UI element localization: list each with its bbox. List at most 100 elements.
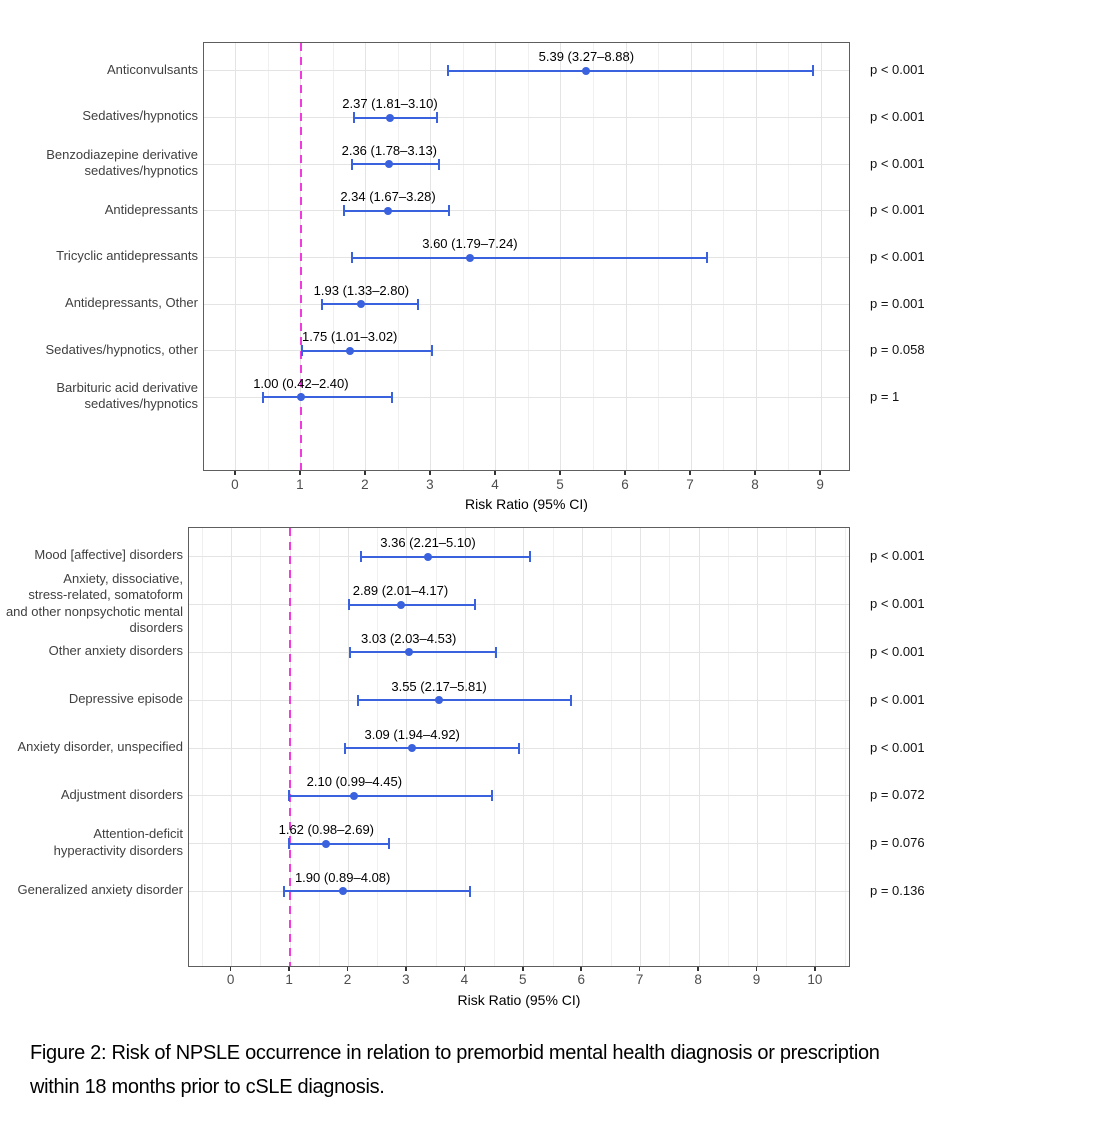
ci-cap-right xyxy=(416,298,419,310)
x-tick-mark xyxy=(288,967,290,971)
ci-bar xyxy=(301,349,433,352)
x-axis-title: Risk Ratio (95% CI) xyxy=(457,992,581,1008)
x-tick-mark xyxy=(429,471,431,475)
estimate-ci-label: 1.90 (0.89–4.08) xyxy=(294,869,391,885)
category-label: Tricyclic antidepressants xyxy=(56,248,198,264)
vertical-gridline-major xyxy=(523,528,525,966)
estimate-ci-label: 3.36 (2.21–5.10) xyxy=(380,535,476,551)
ci-cap-left xyxy=(349,646,352,658)
horizontal-gridline xyxy=(189,604,849,606)
caption-line-1: Figure 2: Risk of NPSLE occurrence in re… xyxy=(30,1042,880,1064)
category-label: Mood [affective] disorders xyxy=(34,547,183,563)
estimate-ci-label: 3.55 (2.17–5.81) xyxy=(391,678,487,694)
vertical-gridline-minor xyxy=(669,528,671,966)
x-tick-label: 9 xyxy=(752,972,761,987)
point-marker xyxy=(423,552,432,561)
plot-panel: 3.36 (2.21–5.10) 2.89 (2.01–4.17) 3.03 (2.… xyxy=(188,527,850,967)
vertical-gridline-minor xyxy=(552,528,554,966)
x-tick-mark xyxy=(346,967,349,971)
p-value-label: p < 0.001 xyxy=(870,596,925,612)
ci-cap-left xyxy=(348,599,351,611)
x-tick-label: 2 xyxy=(343,972,352,987)
vertical-gridline-major xyxy=(231,528,233,966)
x-tick-label: 5 xyxy=(519,972,527,987)
p-value-label: p < 0.001 xyxy=(870,155,925,171)
point-marker xyxy=(408,744,417,752)
estimate-ci-label: 3.03 (2.03–4.53) xyxy=(360,630,457,646)
estimate-ci-label: 3.09 (1.94–4.92) xyxy=(364,726,460,742)
x-tick-label: 4 xyxy=(460,972,469,987)
p-value-label: p = 0.001 xyxy=(870,295,925,311)
ci-cap-right xyxy=(495,646,498,658)
x-tick-label: 10 xyxy=(807,972,823,987)
x-tick-mark xyxy=(580,967,582,971)
horizontal-gridline xyxy=(189,795,849,797)
x-tick-label: 3 xyxy=(426,477,434,492)
ci-cap-right xyxy=(474,599,477,611)
ci-bar xyxy=(360,555,530,558)
p-value-label: p < 0.001 xyxy=(870,739,925,755)
reference-line-rr1 xyxy=(289,528,292,966)
x-tick-mark xyxy=(689,471,691,475)
horizontal-gridline xyxy=(204,163,849,165)
x-tick-mark xyxy=(463,967,466,971)
ci-cap-left xyxy=(352,112,355,124)
ci-cap-left xyxy=(282,885,285,897)
x-tick-label: 4 xyxy=(491,477,499,492)
vertical-gridline-major xyxy=(820,43,822,470)
p-value-label: p < 0.001 xyxy=(870,202,925,218)
estimate-ci-label: 1.62 (0.98–2.69) xyxy=(278,822,375,838)
point-marker xyxy=(350,791,359,800)
category-label: Generalized anxiety disorder xyxy=(17,882,183,898)
x-tick-label: 0 xyxy=(226,972,235,987)
estimate-ci-label: 2.36 (1.78–3.13) xyxy=(341,142,438,158)
estimate-ci-label: 2.37 (1.81–3.10) xyxy=(342,96,438,112)
vertical-gridline-major xyxy=(755,43,757,470)
ci-bar xyxy=(289,794,492,797)
x-tick-mark xyxy=(494,471,496,475)
ci-bar xyxy=(283,890,471,893)
x-tick-mark xyxy=(638,967,641,971)
ci-cap-left xyxy=(351,252,354,263)
ci-cap-left xyxy=(350,158,353,170)
horizontal-gridline xyxy=(204,350,849,352)
x-tick-mark xyxy=(755,967,758,971)
point-marker xyxy=(582,66,591,75)
horizontal-gridline xyxy=(189,843,849,845)
figure-caption: Figure 2: Risk of NPSLE occurrence in re… xyxy=(30,1036,1090,1104)
plot-panel: 5.39 (3.27–8.88) 2.37 (1.81–3.10) 2.36 (1.… xyxy=(203,42,850,471)
point-marker xyxy=(396,600,405,609)
ci-cap-left xyxy=(357,694,360,706)
category-label: Antidepressants xyxy=(104,201,198,217)
x-tick-label: 5 xyxy=(556,477,564,492)
ci-bar xyxy=(345,747,520,749)
point-marker xyxy=(322,839,331,848)
ci-bar xyxy=(352,256,707,259)
point-marker xyxy=(465,253,474,262)
x-tick-label: 9 xyxy=(816,477,824,492)
category-label: Depressive episode xyxy=(68,690,183,706)
ci-cap-right xyxy=(438,158,441,170)
horizontal-gridline xyxy=(204,303,849,305)
ci-cap-right xyxy=(436,112,439,124)
category-label: Attention-deficit hyperactivity disorder… xyxy=(53,826,183,858)
x-tick-label: 3 xyxy=(402,972,410,987)
point-marker xyxy=(357,300,366,309)
vertical-gridline-major xyxy=(581,528,583,966)
ci-cap-right xyxy=(469,885,472,897)
vertical-gridline-minor xyxy=(610,528,612,966)
ci-cap-right xyxy=(812,65,815,77)
category-label: Anxiety, dissociative, stress-related, s… xyxy=(5,570,183,636)
horizontal-gridline xyxy=(204,117,849,119)
vertical-gridline-minor xyxy=(727,528,729,966)
ci-cap-left xyxy=(344,742,346,754)
category-label: Anticonvulsants xyxy=(106,61,198,77)
p-value-label: p < 0.001 xyxy=(870,643,925,659)
ci-bar xyxy=(349,603,476,606)
point-marker xyxy=(338,887,347,896)
vertical-gridline-minor xyxy=(201,528,203,966)
p-value-label: p < 0.001 xyxy=(870,109,925,125)
x-tick-mark xyxy=(697,967,699,971)
vertical-gridline-major xyxy=(235,43,237,470)
